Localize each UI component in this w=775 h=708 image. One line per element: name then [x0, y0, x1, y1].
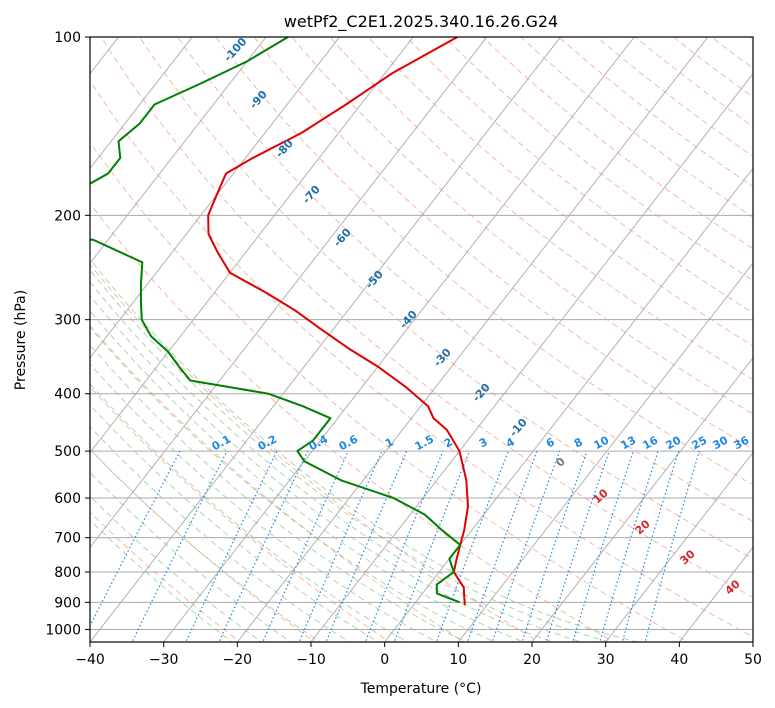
mixing-ratio-line	[491, 450, 561, 642]
mixing-ratio-line	[185, 450, 278, 642]
x-tick-label: −20	[223, 652, 253, 668]
mixing-ratio-label: 16	[641, 433, 661, 452]
mixing-ratio-label: 20	[664, 433, 684, 452]
x-tick-label: 30	[597, 652, 615, 668]
mixing-ratio-line	[90, 450, 181, 628]
isotherm-line	[90, 37, 193, 170]
dry-adiabat	[329, 37, 753, 381]
dry-adiabat	[291, 37, 753, 415]
mixing-ratio-line	[218, 450, 309, 642]
mixing-ratio-line	[621, 450, 680, 642]
mixing-ratio-label: 13	[619, 434, 639, 453]
isotherm-line	[457, 262, 753, 642]
mixing-ratio-label: 36	[732, 433, 752, 452]
dry-adiabat	[100, 37, 753, 598]
isotherm-line	[163, 37, 635, 642]
x-tick-label: −40	[75, 652, 105, 668]
mixing-ratio-line	[545, 450, 610, 642]
moist-adiabat	[90, 281, 583, 642]
isotherm-line	[90, 37, 341, 359]
mixing-ratio-line	[325, 450, 408, 642]
dewpoint-profile-line	[90, 37, 462, 604]
x-tick-label: −30	[149, 652, 179, 668]
mixing-ratio-label: 30	[711, 433, 731, 452]
mixing-ratio-line	[393, 450, 471, 642]
isotherm-line	[90, 37, 267, 264]
x-tick-label: −10	[296, 652, 326, 668]
y-tick-label: 1000	[45, 622, 81, 638]
dry-adiabat	[253, 37, 753, 450]
x-axis-label: Temperature (°C)	[360, 681, 482, 697]
y-tick-label: 700	[54, 531, 81, 547]
y-tick-label: 300	[54, 313, 81, 329]
dry-adiabat	[443, 37, 753, 282]
dry-adiabat	[176, 37, 753, 523]
mixing-ratio-label: 10	[592, 433, 612, 452]
y-tick-label: 500	[54, 444, 81, 460]
mixing-ratio-line	[364, 450, 444, 642]
mixing-ratio-line	[521, 450, 588, 642]
x-tick-label: 50	[744, 652, 762, 668]
isotherm-line	[90, 37, 488, 549]
mixing-ratio-line	[466, 450, 538, 642]
mixing-ratio-label: 25	[690, 434, 710, 453]
isotherm-line	[531, 357, 753, 642]
y-tick-label: 400	[54, 387, 81, 403]
isotherm-line	[310, 72, 753, 642]
x-tick-label: 10	[449, 652, 467, 668]
y-tick-label: 800	[54, 565, 81, 581]
dry-adiabat	[90, 79, 753, 638]
moist-adiabat	[90, 258, 640, 642]
plot-frame	[89, 36, 754, 643]
moist-adiabat	[90, 404, 380, 642]
moist-adiabat	[90, 269, 612, 642]
chart-title: wetPf2_C2E1.2025.340.16.26.G24	[284, 12, 558, 32]
mixing-ratio-line	[644, 450, 700, 642]
y-tick-label: 100	[54, 30, 81, 46]
y-tick-label: 600	[54, 491, 81, 507]
x-tick-label: 40	[670, 652, 688, 668]
y-tick-label: 200	[54, 208, 81, 224]
mixing-ratio-line	[435, 450, 510, 642]
isotherm-line	[605, 451, 753, 642]
plot-area	[90, 37, 753, 642]
isotherm-line	[384, 167, 753, 642]
y-axis-label: Pressure (hPa)	[13, 290, 29, 390]
isotherm-line	[90, 37, 414, 454]
dry-adiabat	[90, 324, 466, 642]
moist-adiabat	[90, 425, 351, 642]
dry-adiabat	[90, 263, 540, 642]
x-tick-label: 20	[523, 652, 541, 668]
isotherm-line	[236, 37, 709, 642]
y-tick-label: 900	[54, 595, 81, 611]
mixing-ratio-line	[599, 450, 659, 642]
x-tick-label: 0	[380, 652, 389, 668]
mixing-ratio-line	[572, 450, 634, 642]
dry-adiabat	[138, 37, 753, 560]
